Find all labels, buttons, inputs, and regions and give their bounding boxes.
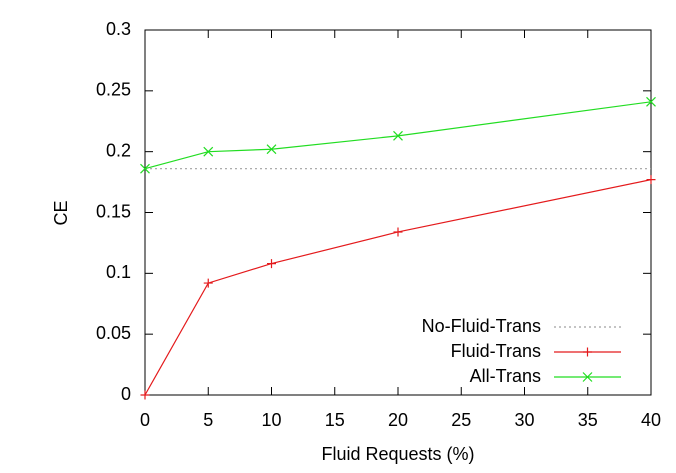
y-tick-label: 0 — [121, 384, 131, 404]
marker — [203, 146, 214, 157]
y-tick-label: 0.3 — [106, 19, 131, 39]
x-tick-label: 25 — [451, 410, 471, 430]
marker — [140, 390, 150, 400]
x-axis-label: Fluid Requests (%) — [321, 444, 474, 464]
marker — [203, 278, 213, 288]
x-tick-label: 5 — [203, 410, 213, 430]
x-tick-label: 20 — [388, 410, 408, 430]
x-tick-label: 30 — [514, 410, 534, 430]
legend-label: All-Trans — [470, 366, 541, 386]
y-tick-label: 0.15 — [96, 201, 131, 221]
legend-label: No-Fluid-Trans — [422, 316, 541, 336]
x-tick-label: 15 — [325, 410, 345, 430]
marker — [140, 163, 150, 174]
x-tick-label: 10 — [261, 410, 281, 430]
legend-label: Fluid-Trans — [451, 341, 541, 361]
marker — [393, 130, 403, 141]
x-tick-label: 0 — [140, 410, 150, 430]
y-tick-label: 0.2 — [106, 140, 131, 160]
plot-frame — [144, 29, 652, 396]
marker — [266, 144, 277, 155]
x-tick-label: 35 — [578, 410, 598, 430]
marker — [646, 96, 656, 107]
marker — [583, 347, 592, 357]
x-tick-label: 40 — [641, 410, 661, 430]
marker — [393, 227, 403, 237]
y-tick-label: 0.1 — [106, 262, 131, 282]
y-tick-label: 0.25 — [96, 80, 131, 100]
marker — [582, 372, 593, 382]
y-tick-label: 0.05 — [96, 323, 131, 343]
marker — [646, 175, 656, 185]
y-axis-label: CE — [51, 200, 71, 225]
marker — [267, 259, 276, 269]
